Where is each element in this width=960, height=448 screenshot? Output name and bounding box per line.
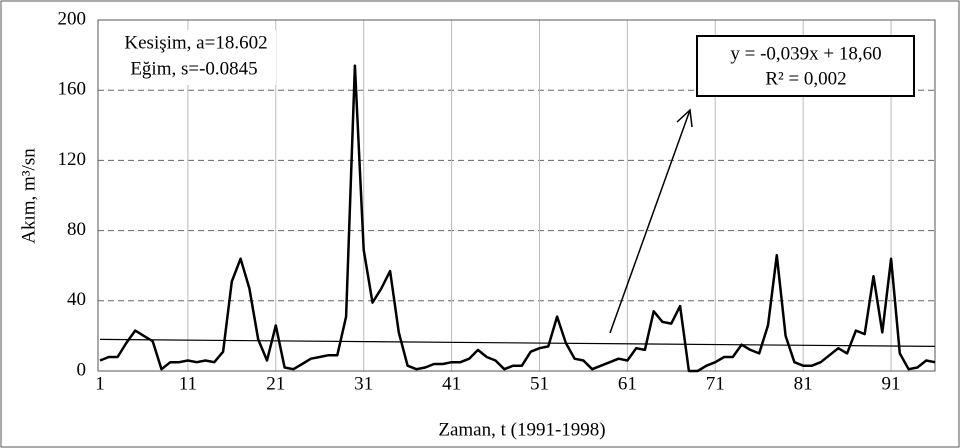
arrow-head xyxy=(676,108,693,128)
stats-box xyxy=(111,30,276,85)
x-tick-label: 1 xyxy=(95,373,105,394)
annotation: Kesişim, a=18.602 xyxy=(124,32,267,53)
x-tick-label: 81 xyxy=(794,373,813,394)
x-tick-label: 61 xyxy=(618,373,637,394)
y-tick-label: 0 xyxy=(77,359,87,380)
marks xyxy=(99,64,936,373)
y-axis-label: Akım, m³/sn xyxy=(18,148,39,244)
plot-frame xyxy=(97,19,936,372)
y-tick-label: 80 xyxy=(67,219,86,240)
data-line xyxy=(99,64,936,373)
x-tick-label: 91 xyxy=(882,373,901,394)
trend-line xyxy=(99,338,936,347)
x-tick-label: 21 xyxy=(266,373,285,394)
equation: R² = 0,002 xyxy=(765,68,846,89)
x-tick-label: 51 xyxy=(530,373,549,394)
x-tick-label: 11 xyxy=(179,373,197,394)
x-tick-label: 41 xyxy=(442,373,461,394)
x-tick-label: 71 xyxy=(706,373,725,394)
x-axis-label: Zaman, t (1991-1998) xyxy=(438,419,605,440)
y-tick-label: 160 xyxy=(58,79,87,100)
equation: y = -0,039x + 18,60 xyxy=(730,43,881,64)
y-tick-label: 120 xyxy=(58,149,87,170)
annotation: Eğim, s=-0.0845 xyxy=(130,58,257,79)
y-tick-label: 200 xyxy=(58,8,87,29)
y-tick-label: 40 xyxy=(67,289,86,310)
x-tick-label: 31 xyxy=(354,373,373,394)
equation-box xyxy=(696,35,915,97)
arrow xyxy=(609,109,691,334)
